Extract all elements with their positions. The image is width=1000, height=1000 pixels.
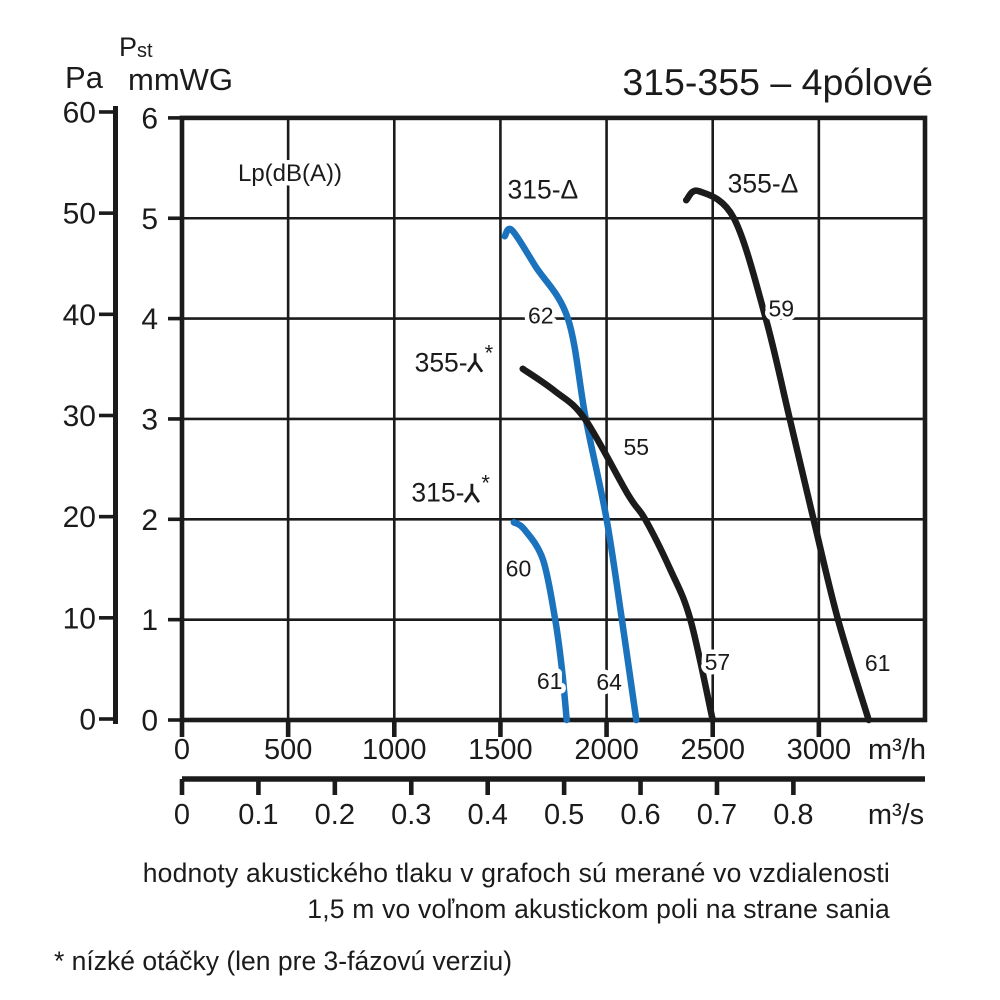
fan-performance-chart: Pa Pst mmWG 315-355 – 4pólové m³/h m³/s … [63,32,933,831]
m3s-tick-label: 0.3 [391,799,431,831]
db-level-label: 60 [506,555,532,581]
low-speed-asterisk: * [481,471,490,496]
low-speed-footnote: * nízké otáčky (len pre 3-fázovú verziu) [54,946,513,976]
m3h-tick-label: 1500 [468,734,533,766]
m3s-tick-label: 0.1 [238,799,278,831]
db-level-label: 55 [623,434,649,460]
m3s-unit-label: m³/s [868,799,924,831]
db-level-label: 61 [537,668,563,694]
sound-level-heading: Lp(dB(A)) [238,160,342,187]
m3s-tick-label: 0.8 [773,799,813,831]
pa-tick-label: 20 [63,501,96,534]
m3h-tick-label: 3000 [787,734,852,766]
m3h-tick-label: 2000 [574,734,639,766]
pa-tick-label: 60 [63,96,96,129]
curve-355-star-low-speed [519,365,716,724]
m3s-tick-label: 0.6 [620,799,660,831]
chart-title: 315-355 – 4pólové [622,61,933,103]
m3s-tick-label: 0.2 [315,799,355,831]
star-connection-icon [466,353,484,373]
curve-315-star-low-speed [510,519,570,724]
m3s-tick-label: 0.5 [544,799,584,831]
m3h-tick-label: 500 [264,734,312,766]
mmwg-tick-label: 2 [141,504,158,537]
pa-tick-label: 10 [63,602,96,635]
pa-axis-unit-label: Pa [65,60,104,95]
db-level-label: 57 [705,649,731,675]
measurement-note-line2: 1,5 m vo voľnom akustickom poli na stran… [307,893,890,924]
mmwg-tick-label: 1 [141,604,158,637]
star-connection-icon [463,483,481,504]
measurement-note: hodnoty akustického tlaku v grafoch sú m… [143,856,890,927]
m3s-tick-label: 0 [174,799,190,831]
curve-355-delta [682,187,872,724]
m3s-tick-label: 0.4 [468,799,508,831]
measurement-note-line1: hodnoty akustického tlaku v grafoch sú m… [142,858,890,888]
curve-label: 355-Δ [728,169,799,199]
db-level-label: 59 [768,296,794,322]
low-speed-asterisk: * [485,340,494,365]
curve-315-delta [501,225,640,724]
m3h-tick-label: 1000 [362,734,427,766]
pa-tick-label: 40 [63,299,96,332]
curve-label: 315-Δ [508,175,579,205]
mmwg-tick-label: 3 [141,403,158,436]
m3h-tick-label: 2500 [680,734,745,766]
pa-tick-label: 30 [63,400,96,433]
db-level-label: 61 [865,650,891,676]
pst-quantity-label: Pst [119,32,153,62]
m3h-tick-label: 0 [174,734,190,766]
pa-tick-label: 0 [79,704,96,737]
db-level-label: 64 [596,669,622,695]
mmwg-tick-label: 5 [141,203,158,236]
db-level-label: 62 [528,303,554,329]
curve-label: 355- [415,347,468,377]
pa-tick-label: 50 [63,198,96,231]
mmwg-unit-label: mmWG [128,62,233,97]
mmwg-tick-label: 0 [141,705,158,738]
m3h-unit-label: m³/h [868,734,926,766]
mmwg-tick-label: 4 [141,303,158,336]
m3s-tick-label: 0.7 [697,799,737,831]
curve-label: 315- [411,478,464,508]
mmwg-tick-label: 6 [141,102,158,135]
